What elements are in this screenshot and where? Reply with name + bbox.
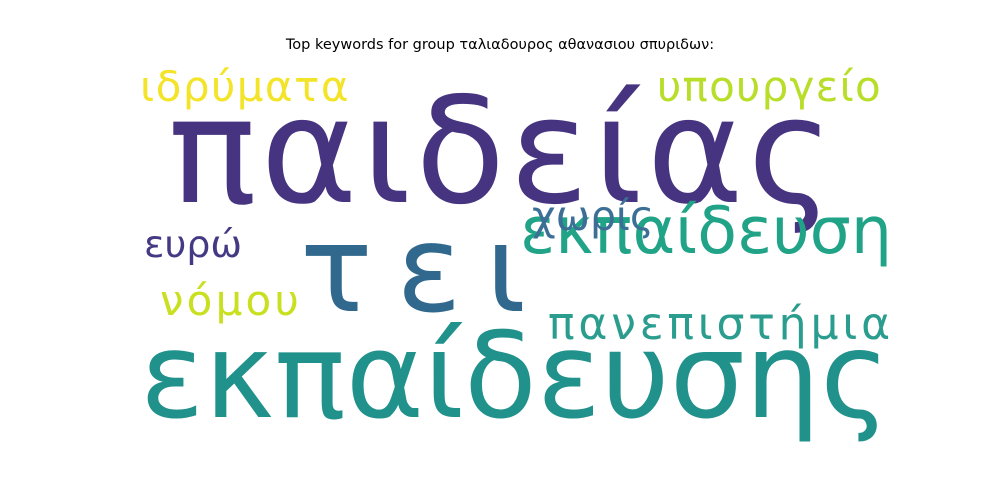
keyword-ekpaideusi: εκπαίδευση [520, 194, 892, 269]
keyword-evro: ευρώ [144, 222, 242, 266]
keyword-idrymata: ιδρύματα [140, 62, 350, 111]
keyword-xoris: χωρίς [532, 192, 654, 240]
figure-title: Top keywords for group ταλιαδουρος αθανα… [285, 37, 715, 53]
keyword-paideias: παιδείας [168, 66, 838, 237]
keyword-panepistimia: πανεπιστήμια [548, 299, 894, 350]
keyword-nomou: νόμου [160, 276, 302, 325]
keyword-ekpaideusis: εκπαίδευσης [140, 308, 890, 446]
keyword-tei: τει [300, 200, 550, 340]
keyword-ypourgeio: υπουργείο [657, 62, 882, 111]
